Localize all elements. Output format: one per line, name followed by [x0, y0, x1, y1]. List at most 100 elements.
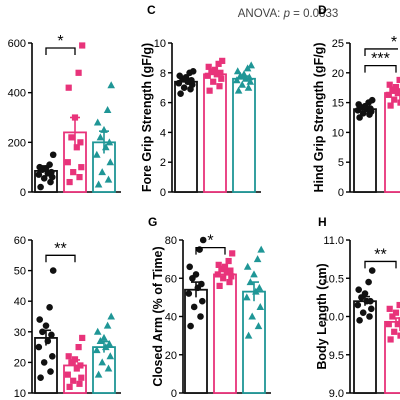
- panel-a: 0 200 400 600 *: [8, 33, 121, 199]
- bar-teal: [92, 346, 116, 394]
- y-tick-label: 0: [171, 388, 177, 400]
- significance-bracket: [364, 260, 397, 269]
- data-point-black: [198, 280, 205, 288]
- y-tick-label: 9.0: [329, 388, 344, 400]
- data-point-black: [48, 331, 55, 339]
- data-point-pink: [214, 271, 221, 278]
- y-tick-label: 40: [14, 296, 26, 308]
- significance-label: *: [391, 34, 397, 51]
- anova-p-value: = 0.0833: [290, 8, 338, 20]
- data-point-teal: [105, 138, 114, 146]
- data-point-pink: [76, 174, 83, 181]
- data-point-pink: [70, 377, 77, 384]
- data-point-teal: [245, 73, 254, 81]
- y-tick-label: 5: [338, 157, 344, 169]
- y-tick-label: 10: [332, 127, 344, 139]
- data-point-teal: [107, 312, 115, 320]
- data-point-black: [359, 309, 367, 316]
- y-tick-label: 20: [165, 350, 177, 362]
- significance-label: *: [207, 233, 213, 250]
- data-point-teal: [96, 336, 105, 344]
- data-point-pink: [79, 42, 86, 49]
- data-point-teal: [96, 133, 105, 141]
- data-point-black: [190, 303, 198, 311]
- data-point-pink: [65, 353, 72, 360]
- data-point-teal: [93, 118, 102, 126]
- data-point-pink: [225, 257, 232, 265]
- data-point-black: [186, 263, 193, 271]
- data-point-pink: [396, 301, 400, 309]
- data-point-teal: [254, 322, 263, 330]
- y-tick-label: 40: [165, 312, 177, 324]
- data-point-pink: [206, 87, 213, 94]
- data-point-black: [367, 297, 374, 305]
- data-point-teal: [252, 287, 260, 295]
- data-point-black: [37, 374, 44, 382]
- data-point-black: [40, 359, 48, 366]
- y-tick-label: 80: [165, 235, 177, 247]
- data-point-pink: [64, 371, 71, 378]
- data-point-black: [365, 278, 372, 286]
- data-point-teal: [253, 255, 262, 263]
- data-point-pink: [218, 75, 225, 82]
- data-point-pink: [75, 69, 82, 76]
- y-tick-label: 6: [160, 98, 166, 110]
- bar-teal: [232, 77, 256, 193]
- data-point-black: [49, 267, 57, 274]
- data-point-black: [39, 328, 46, 336]
- data-point-pink: [387, 102, 394, 109]
- data-point-teal: [100, 333, 108, 341]
- data-point-black: [182, 73, 190, 81]
- data-point-pink: [386, 81, 393, 88]
- data-point-pink: [210, 78, 217, 85]
- significance-label: **: [374, 246, 386, 263]
- data-point-pink: [227, 267, 234, 274]
- data-point-pink: [219, 57, 226, 64]
- data-point-teal: [102, 343, 110, 351]
- anova-annotation: ANOVA: p = 0.0833: [238, 8, 339, 20]
- data-point-black: [368, 305, 375, 313]
- data-point-black: [192, 271, 200, 278]
- data-point-teal: [250, 270, 258, 278]
- panel-letter: H: [318, 215, 327, 229]
- data-point-pink: [223, 269, 230, 276]
- significance-bracket: [45, 254, 76, 263]
- data-point-pink: [392, 84, 400, 91]
- data-point-pink: [65, 84, 72, 91]
- data-point-teal: [246, 278, 255, 286]
- data-point-black: [366, 313, 373, 320]
- y-tick-label: 0: [20, 187, 26, 199]
- data-point-pink: [389, 313, 396, 320]
- data-point-black: [188, 76, 195, 84]
- data-point-pink: [205, 63, 212, 70]
- data-point-teal: [93, 346, 101, 354]
- data-point-pink: [398, 88, 400, 95]
- data-point-pink: [77, 362, 84, 369]
- y-tick-label: 10.5: [323, 273, 344, 285]
- data-point-pink: [218, 265, 225, 272]
- data-point-black: [361, 290, 369, 297]
- panel-letter: C: [147, 3, 156, 17]
- data-point-teal: [106, 352, 115, 360]
- data-point-black: [44, 337, 52, 345]
- data-point-black: [42, 322, 50, 329]
- data-point-black: [187, 322, 194, 330]
- bar-black: [353, 108, 377, 193]
- data-point-pink: [392, 309, 400, 316]
- data-point-teal: [243, 64, 252, 72]
- panel-h: 9.0 9.5 10.0 10.5 11.0 Body Length (cm) H **: [315, 215, 400, 400]
- panel-letter: G: [148, 215, 157, 229]
- data-point-teal: [246, 77, 255, 85]
- data-point-teal: [103, 106, 112, 114]
- y-axis-label: Fore Grip Strength (gF/g): [140, 43, 154, 192]
- data-point-teal: [255, 283, 264, 291]
- data-point-teal: [233, 67, 242, 75]
- data-point-black: [36, 316, 43, 323]
- data-point-black: [47, 368, 54, 375]
- y-tick-label: 11.0: [323, 235, 344, 247]
- data-point-pink: [76, 380, 83, 387]
- data-point-pink: [77, 139, 84, 146]
- data-point-black: [176, 72, 183, 80]
- data-point-pink: [228, 273, 235, 280]
